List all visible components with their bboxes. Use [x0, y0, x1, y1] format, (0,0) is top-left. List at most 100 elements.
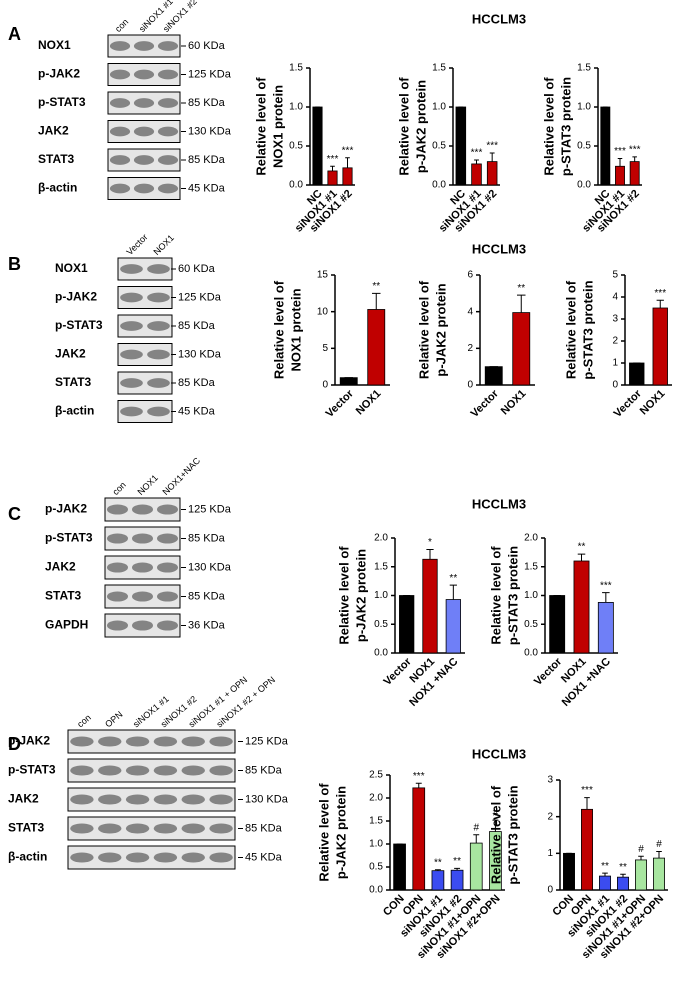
- blot-band: [132, 562, 153, 573]
- y-tick-label: 0.0: [524, 648, 538, 659]
- blot-band: [109, 155, 131, 165]
- blot-band: [181, 852, 205, 863]
- error-bar: [656, 299, 664, 308]
- y-tick-label: 2.0: [524, 533, 538, 544]
- blot-band: [133, 183, 155, 194]
- x-tick-label: Vector: [469, 387, 502, 420]
- blot-band: [133, 41, 155, 51]
- significance: ***: [327, 154, 339, 165]
- protein-label: p-STAT3: [8, 763, 56, 777]
- y-tick-label: 1.0: [524, 590, 538, 601]
- y-axis-label: Relative level of: [316, 783, 331, 882]
- bar: [652, 307, 668, 386]
- y-tick-label: 2.0: [374, 533, 388, 544]
- size-label: 45 KDa: [245, 851, 283, 863]
- bar: [484, 366, 503, 386]
- significance: ***: [629, 145, 641, 156]
- error-bar: [454, 867, 461, 871]
- error-bar: [620, 873, 626, 878]
- protein-label: JAK2: [38, 124, 69, 138]
- blot-band: [181, 794, 205, 805]
- significance: #: [656, 839, 662, 850]
- bar: [600, 106, 611, 186]
- significance: #: [638, 844, 644, 855]
- y-tick-label: 0.0: [577, 180, 591, 191]
- size-label: 45 KDa: [178, 405, 216, 417]
- blot-band: [120, 321, 143, 331]
- y-axis-label: p-JAK2 protein: [333, 786, 348, 879]
- bar: [422, 558, 438, 654]
- lane-label: con: [111, 480, 128, 497]
- panel-letter: A: [8, 24, 21, 44]
- y-tick-label: 2.0: [369, 793, 383, 804]
- y-tick-label: 1.0: [369, 839, 383, 850]
- y-axis-label: p-STAT3 protein: [558, 77, 573, 176]
- protein-label: p-JAK2: [38, 67, 80, 81]
- protein-label: STAT3: [8, 821, 45, 835]
- significance: ***: [614, 146, 626, 157]
- significance: **: [578, 542, 586, 553]
- protein-label: NOX1: [38, 38, 71, 52]
- blot-band: [132, 591, 153, 602]
- significance: ***: [581, 785, 593, 796]
- blot-band: [109, 126, 131, 137]
- blot-band: [157, 504, 178, 515]
- blot-band: [132, 504, 153, 515]
- error-bar: [426, 549, 434, 560]
- y-tick-label: 0: [547, 885, 553, 896]
- size-label: 130 KDa: [178, 348, 222, 360]
- x-tick-label: CON: [381, 893, 407, 919]
- blot-band: [133, 155, 155, 165]
- blot-band: [209, 765, 233, 776]
- bar: [512, 312, 531, 386]
- bar: [635, 859, 647, 891]
- y-tick-label: 1.0: [577, 102, 591, 113]
- y-axis-label: Relative level of: [416, 280, 431, 379]
- blot-band: [109, 69, 131, 80]
- significance: **: [619, 862, 627, 873]
- y-tick-label: 5: [612, 270, 618, 281]
- protein-label: NOX1: [55, 261, 88, 275]
- y-tick-label: 0.5: [289, 141, 303, 152]
- lane-label: NOX1+NAC: [161, 455, 203, 497]
- bar: [450, 869, 464, 891]
- y-tick-label: 0.5: [369, 862, 383, 873]
- blot-band: [125, 765, 150, 776]
- significance: **: [434, 857, 442, 868]
- significance: *: [428, 537, 432, 548]
- protein-label: JAK2: [8, 792, 39, 806]
- blot-band: [132, 533, 153, 544]
- y-axis-label: p-JAK2 protein: [413, 80, 428, 173]
- blot-band: [209, 852, 233, 863]
- blot-band: [70, 736, 94, 747]
- blot-band: [133, 69, 155, 80]
- blot-band: [132, 620, 153, 631]
- size-label: 85 KDa: [188, 154, 226, 166]
- panel-heading: HCCLM3: [472, 496, 526, 511]
- size-label: 85 KDa: [188, 532, 226, 544]
- bar: [617, 876, 629, 891]
- y-axis-label: Relative level of: [271, 280, 286, 379]
- y-axis-label: Relative level of: [253, 77, 268, 176]
- blot-band: [181, 736, 205, 747]
- lane-label: NOX1: [152, 233, 176, 257]
- y-axis-label: p-STAT3 protein: [505, 785, 520, 884]
- x-tick-label: Vector: [382, 655, 415, 688]
- y-axis-label: Relative level of: [541, 77, 556, 176]
- blot-frame: [67, 787, 236, 812]
- size-label: 85 KDa: [178, 377, 216, 389]
- blot-band: [107, 504, 128, 515]
- blot-band: [70, 823, 94, 834]
- lane-label: OPN: [103, 709, 124, 729]
- error-bar: [473, 834, 480, 844]
- size-label: 125 KDa: [188, 503, 232, 515]
- y-tick-label: 1: [547, 848, 553, 859]
- protein-label: p-STAT3: [38, 95, 86, 109]
- bar: [615, 165, 625, 186]
- blot-band: [153, 794, 178, 805]
- bar: [412, 787, 426, 891]
- error-bar: [330, 165, 335, 171]
- blot-band: [98, 794, 122, 805]
- size-label: 45 KDa: [188, 182, 226, 194]
